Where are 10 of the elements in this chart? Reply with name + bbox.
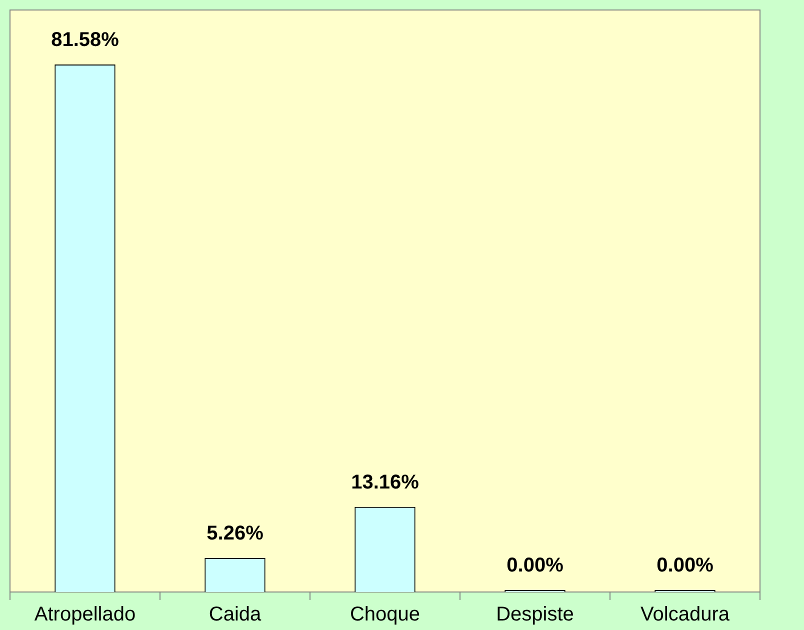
data-label: 13.16%: [351, 471, 420, 494]
x-tick-label: Volcadura: [640, 604, 730, 626]
data-label: 81.58%: [51, 28, 120, 51]
data-label: 0.00%: [656, 554, 714, 577]
x-tick-label: Caida: [208, 604, 262, 626]
x-tick-label: Despiste: [496, 604, 574, 626]
x-tick-label: Choque: [350, 604, 420, 626]
x-tick-label: Atropellado: [34, 604, 136, 626]
data-label: 5.26%: [206, 522, 264, 544]
data-label: 0.00%: [506, 554, 564, 577]
